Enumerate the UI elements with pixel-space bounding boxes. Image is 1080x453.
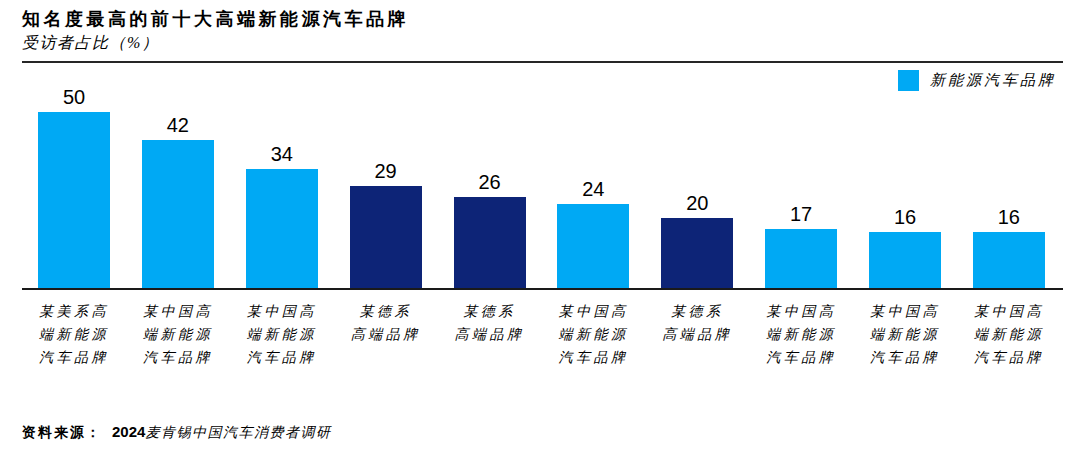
bar-column: 16 — [973, 206, 1045, 289]
bar-value-label: 29 — [375, 160, 397, 183]
bar-column: 16 — [869, 206, 941, 289]
x-axis-labels: 某美系高 端新能源 汽车品牌某中国高 端新能源 汽车品牌某中国高 端新能源 汽车… — [38, 300, 1045, 369]
bar-column: 50 — [38, 86, 110, 289]
x-axis-label: 某德系 高端品牌 — [661, 300, 733, 369]
chart-subtitle-y-unit: 受访者占比（%） — [22, 33, 159, 54]
source-label: 资料来源： — [22, 425, 102, 440]
source-note: 资料来源： 2024麦肯锡中国汽车消费者调研 — [22, 423, 331, 442]
bar-column: 17 — [765, 203, 837, 289]
x-axis-label: 某德系 高端品牌 — [454, 300, 526, 369]
x-axis-label: 某中国高 端新能源 汽车品牌 — [142, 300, 214, 369]
bar-column: 26 — [454, 171, 526, 289]
x-axis-label: 某德系 高端品牌 — [350, 300, 422, 369]
bar-value-label: 50 — [63, 86, 85, 109]
x-axis-label: 某中国高 端新能源 汽车品牌 — [869, 300, 941, 369]
source-year: 2024 — [112, 423, 145, 440]
x-axis-label: 某中国高 端新能源 汽车品牌 — [246, 300, 318, 369]
x-axis-label: 某中国高 端新能源 汽车品牌 — [765, 300, 837, 369]
bar-column: 34 — [246, 143, 318, 289]
bar — [142, 140, 214, 289]
bar — [661, 218, 733, 289]
bar — [765, 229, 837, 289]
bar-value-label: 20 — [686, 192, 708, 215]
x-axis-line — [22, 288, 1063, 290]
bar — [38, 112, 110, 289]
bar-value-label: 17 — [790, 203, 812, 226]
header-divider — [22, 61, 1063, 63]
bar-column: 20 — [661, 192, 733, 289]
bar-chart-plot-area: 50 42 34 29 26 24 20 17 16 16 — [38, 86, 1045, 289]
bar-column: 42 — [142, 114, 214, 289]
bar-column: 29 — [350, 160, 422, 289]
bar — [350, 186, 422, 289]
bar-value-label: 24 — [582, 178, 604, 201]
bar-value-label: 34 — [271, 143, 293, 166]
x-axis-label: 某中国高 端新能源 汽车品牌 — [557, 300, 629, 369]
bar-value-label: 26 — [478, 171, 500, 194]
x-axis-label: 某美系高 端新能源 汽车品牌 — [38, 300, 110, 369]
bar-value-label: 16 — [894, 206, 916, 229]
bar — [973, 232, 1045, 289]
bar — [454, 197, 526, 289]
bar — [869, 232, 941, 289]
x-axis-label: 某中国高 端新能源 汽车品牌 — [973, 300, 1045, 369]
bar-column: 24 — [557, 178, 629, 289]
chart-title: 知名度最高的前十大高端新能源汽车品牌 — [22, 7, 409, 31]
bar-value-label: 16 — [998, 206, 1020, 229]
bar — [557, 204, 629, 289]
chart-figure: 知名度最高的前十大高端新能源汽车品牌 受访者占比（%） 新能源汽车品牌 5042… — [0, 0, 1080, 453]
source-text: 麦肯锡中国汽车消费者调研 — [145, 425, 331, 440]
bar — [246, 169, 318, 289]
bar-value-label: 42 — [167, 114, 189, 137]
